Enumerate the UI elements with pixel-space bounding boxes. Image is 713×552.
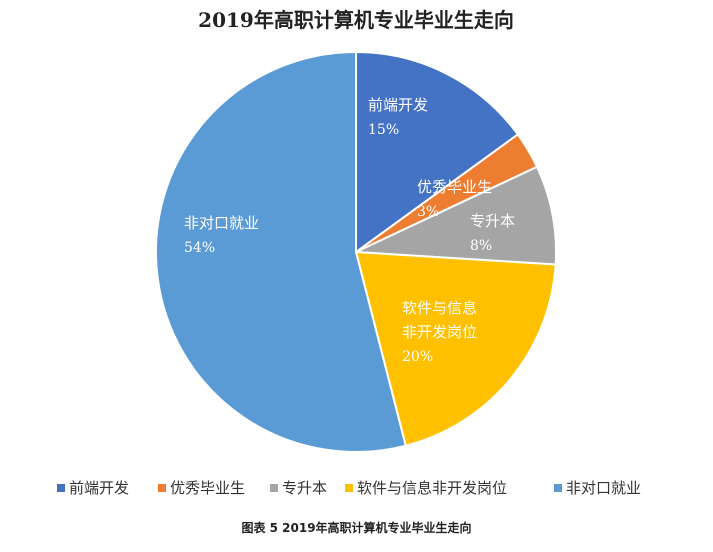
legend-label-software-nondev: 软件与信息非开发岗位 <box>357 479 507 497</box>
slice-value-software-nondev: 20% <box>402 349 433 365</box>
legend-swatch-software-nondev <box>345 484 353 492</box>
legend-label-non-matching: 非对口就业 <box>566 479 641 497</box>
slice-value-non-matching: 54% <box>184 240 215 256</box>
legend-label-upgrade-degree: 专升本 <box>282 479 327 497</box>
slice-value-frontend-dev: 15% <box>368 122 399 138</box>
chart-title: 2019年高职计算机专业毕业生走向 <box>198 8 514 32</box>
legend-label-frontend-dev: 前端开发 <box>69 479 129 497</box>
legend-swatch-outstanding-grad <box>158 484 166 492</box>
legend-label-outstanding-grad: 优秀毕业生 <box>170 479 245 497</box>
legend-swatch-upgrade-degree <box>270 484 278 492</box>
slice-label-non-matching: 非对口就业 <box>184 214 259 232</box>
legend-swatch-frontend-dev <box>57 484 65 492</box>
slice-label-upgrade-degree: 专升本 <box>470 212 515 230</box>
slice-label-frontend-dev: 前端开发 <box>368 96 428 114</box>
slice-label-outstanding-grad: 优秀毕业生 <box>417 178 492 196</box>
slice-label-software-nondev: 软件与信息 <box>402 299 477 317</box>
chart-legend: 前端开发 优秀毕业生 专升本 软件与信息非开发岗位 非对口就业 <box>57 479 641 497</box>
legend-swatch-non-matching <box>554 484 562 492</box>
pie-slices <box>156 52 556 452</box>
slice-value-outstanding-grad: 3% <box>417 204 439 220</box>
pie-chart: 2019年高职计算机专业毕业生走向 前端开发 15% 优秀毕业生 3% 专升本 8% 软件与… <box>0 0 713 515</box>
slice-value-upgrade-degree: 8% <box>470 238 492 254</box>
slice-label-software-nondev: 非开发岗位 <box>402 323 477 341</box>
figure-caption: 图表 5 2019年高职计算机专业毕业生走向 <box>0 519 713 536</box>
